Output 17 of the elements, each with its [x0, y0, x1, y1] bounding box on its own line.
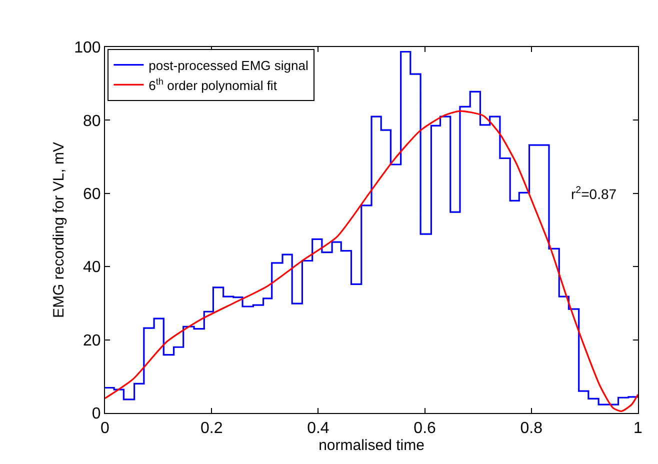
y-tick-label: 20 — [83, 332, 101, 350]
x-tick-label: 0.8 — [520, 420, 543, 438]
legend-label: 6$^{th}$ order polynomial fit — [148, 76, 278, 93]
x-axis-title: normalised time — [318, 437, 424, 454]
line-series — [105, 110, 638, 412]
x-tick-label: 1 — [634, 420, 643, 438]
x-tick-label: 0.4 — [307, 420, 330, 438]
x-tick-label: 0.6 — [414, 420, 436, 438]
y-axis-title: EMG recording for VL, mV — [50, 142, 68, 318]
y-tick-label: 40 — [83, 259, 101, 276]
y-tick-label: 60 — [83, 186, 101, 203]
y-tick-label: 80 — [83, 112, 101, 130]
y-tick-label: 0 — [92, 406, 101, 423]
x-tick-label: 0.2 — [200, 420, 223, 438]
y-tick-label: 100 — [74, 40, 101, 57]
legend-label: post-processed EMG signal — [148, 58, 308, 73]
annotation: r$^{2}$=0.87 — [571, 185, 617, 202]
